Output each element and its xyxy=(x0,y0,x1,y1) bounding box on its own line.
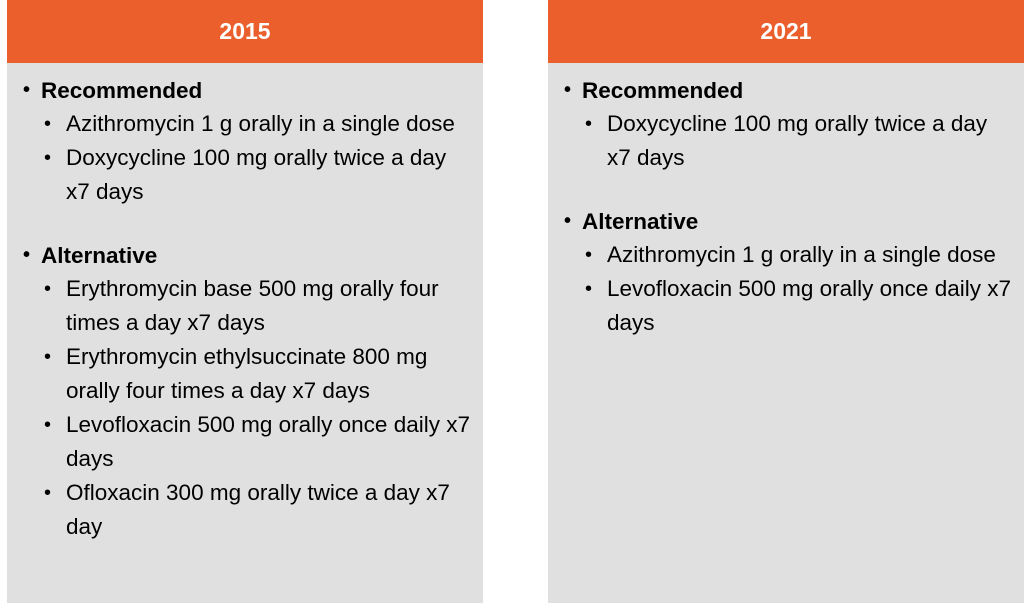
column-2021: 2021 • Recommended • Doxycycline 100 mg o… xyxy=(548,0,1024,603)
list-item: • Azithromycin 1 g orally in a single dos… xyxy=(585,238,1024,272)
list-item: • Levofloxacin 500 mg orally once daily x… xyxy=(585,272,1024,340)
section-title: Recommended xyxy=(41,78,203,103)
bullet-icon: • xyxy=(585,113,593,135)
list-item: • Doxycycline 100 mg orally twice a day x… xyxy=(585,107,1024,175)
bullet-icon: • xyxy=(44,346,52,368)
section-title: Alternative xyxy=(41,243,158,268)
section-recommended: • Recommended • Doxycycline 100 mg orally… xyxy=(564,77,1024,175)
bullet-icon: • xyxy=(564,79,572,101)
bullet-icon: • xyxy=(44,414,52,436)
bullet-icon: • xyxy=(44,113,52,135)
list-item: • Azithromycin 1 g orally in a single dos… xyxy=(44,107,483,141)
bullet-icon: • xyxy=(44,278,52,300)
section-title: Alternative xyxy=(582,209,699,234)
bullet-icon: • xyxy=(23,244,31,266)
bullet-icon: • xyxy=(44,482,52,504)
column-header: 2021 xyxy=(548,0,1024,63)
list-item: • Levofloxacin 500 mg orally once daily x… xyxy=(44,408,483,476)
list-item: • Erythromycin ethylsuccinate 800 mg oral… xyxy=(44,340,483,408)
bullet-icon: • xyxy=(585,278,593,300)
bullet-icon: • xyxy=(44,147,52,169)
section-alternative: • Alternative • Erythromycin base 500 mg … xyxy=(23,242,483,544)
bullet-icon: • xyxy=(23,79,31,101)
section-alternative: • Alternative • Azithromycin 1 g orally i… xyxy=(564,208,1024,340)
section-recommended: • Recommended • Azithromycin 1 g orally i… xyxy=(23,77,483,209)
list-item: • Doxycycline 100 mg orally twice a day x… xyxy=(44,141,483,209)
list-item: • Erythromycin base 500 mg orally four ti… xyxy=(44,272,483,340)
column-header: 2015 xyxy=(7,0,483,63)
bullet-icon: • xyxy=(585,244,593,266)
list-item: • Ofloxacin 300 mg orally twice a day x7 … xyxy=(44,476,483,544)
bullet-icon: • xyxy=(564,210,572,232)
section-title: Recommended xyxy=(582,78,744,103)
column-2015: 2015 • Recommended • Azithromycin 1 g ora… xyxy=(7,0,483,603)
